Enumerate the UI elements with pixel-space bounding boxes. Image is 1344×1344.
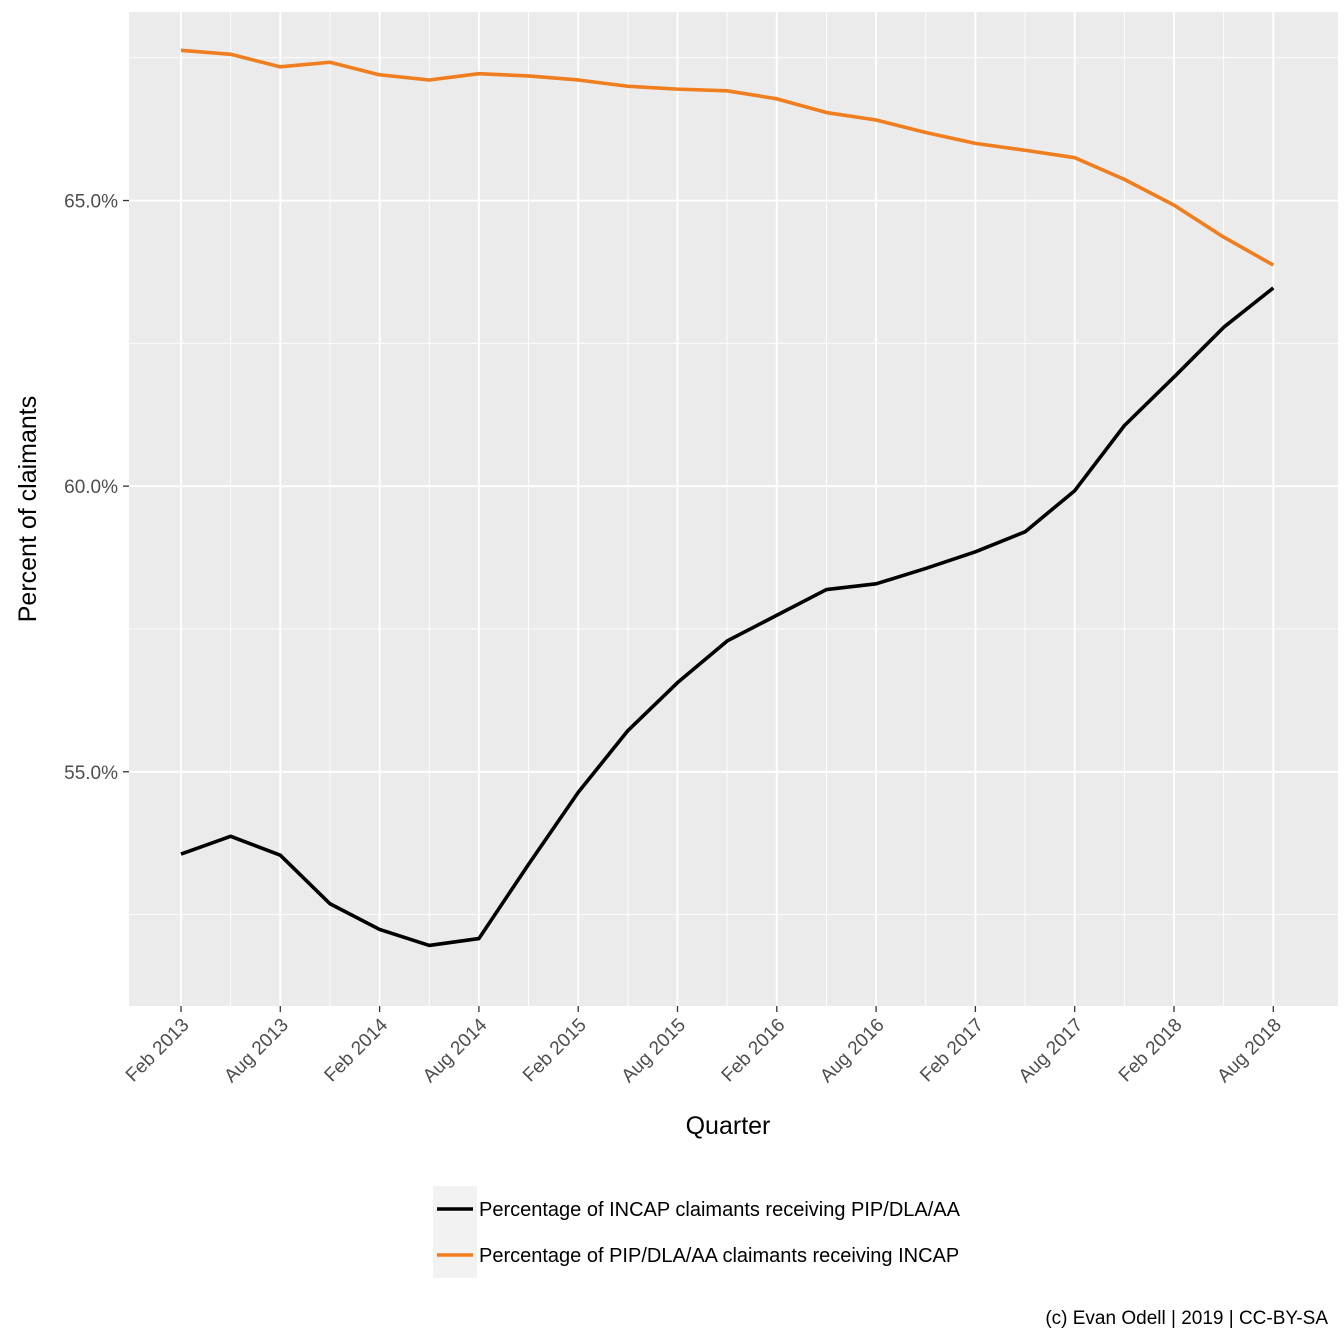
series-line-1 (180, 286, 1275, 948)
x-tick-label: Aug 2018 (1213, 1015, 1285, 1087)
x-tick-label: Aug 2014 (419, 1014, 492, 1087)
x-tick-label: Aug 2015 (618, 1015, 690, 1087)
x-tick-label: Aug 2016 (816, 1015, 888, 1087)
y-tick-label: 55.0% (64, 763, 118, 784)
y-axis-title: Percent of claimants (14, 396, 42, 623)
legend-label-2: Percentage of PIP/DLA/AA claimants recei… (479, 1245, 959, 1267)
x-tick-label: Feb 2014 (321, 1014, 393, 1086)
minor-gridlines (129, 12, 1338, 1006)
x-tick-label: Feb 2018 (1115, 1015, 1187, 1087)
x-tick-label: Aug 2013 (220, 1015, 292, 1087)
x-axis-title: Quarter (686, 1112, 771, 1140)
x-tick-label: Aug 2017 (1015, 1015, 1087, 1087)
x-tick-label: Feb 2013 (122, 1015, 194, 1087)
y-axis: 55.0% 60.0% 65.0% (64, 192, 129, 784)
x-tick-label: Feb 2016 (718, 1015, 790, 1087)
x-axis: Feb 2013 Aug 2013 Feb 2014 Aug 2014 Feb 2015… (122, 1006, 1286, 1087)
legend-label-1: Percentage of INCAP claimants receiving … (479, 1199, 961, 1221)
x-tick-label: Feb 2015 (519, 1015, 591, 1087)
x-tick-label: Feb 2017 (916, 1015, 988, 1087)
major-gridlines (129, 12, 1338, 1006)
plot-panel (129, 12, 1338, 1006)
caption: (c) Evan Odell | 2019 | CC-BY-SA (1045, 1308, 1328, 1329)
legend: Percentage of INCAP claimants receiving … (433, 1186, 961, 1278)
y-tick-label: 65.0% (64, 192, 118, 213)
series-line-2 (180, 48, 1275, 267)
y-tick-label: 60.0% (64, 477, 118, 498)
series-lines (180, 48, 1275, 948)
